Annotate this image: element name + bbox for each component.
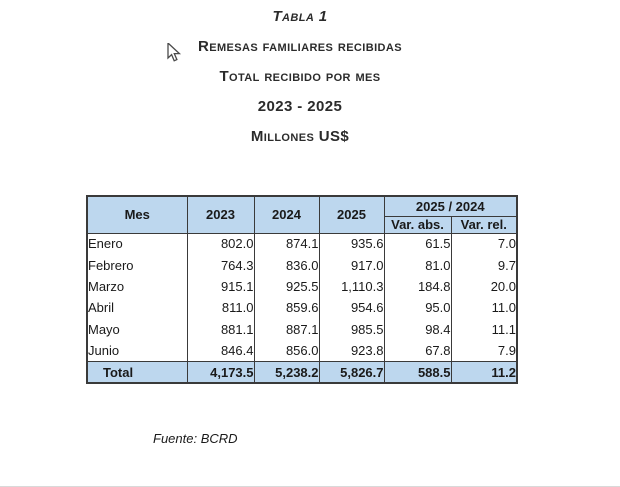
table-row: Marzo 915.1 925.5 1,110.3 184.8 20.0: [86, 275, 518, 298]
value-cell: 81.0: [383, 254, 452, 276]
value-cell: 764.3: [186, 254, 255, 276]
value-cell: 61.5: [383, 233, 452, 255]
value-cell: 887.1: [253, 318, 320, 340]
value-cell: 811.0: [186, 297, 255, 319]
col-header-2025: 2025: [318, 195, 385, 234]
subtitle-units: Millones US$: [250, 128, 350, 145]
value-cell: 925.5: [253, 275, 320, 298]
month-cell: Marzo: [86, 275, 188, 298]
table-row: Enero 802.0 874.1 935.6 61.5 7.0: [86, 233, 518, 255]
value-cell: 856.0: [253, 339, 320, 362]
remesas-table: Mes 2023 2024 2025 2025 / 2024 Var. abs.…: [86, 195, 518, 385]
value-cell: 184.8: [383, 275, 452, 298]
month-cell: Mayo: [86, 318, 188, 340]
value-cell: 874.1: [253, 233, 320, 255]
month-cell: Junio: [86, 339, 188, 362]
total-var-rel-cell: 11.2: [450, 360, 518, 384]
total-label-cell: Total: [86, 360, 188, 384]
total-var-abs-cell: 588.5: [383, 360, 452, 384]
value-cell: 67.8: [383, 339, 452, 362]
value-cell: 859.6: [253, 297, 320, 319]
value-cell: 1,110.3: [318, 275, 385, 298]
mouse-pointer-icon: [167, 43, 182, 62]
subtitle-years: 2023 - 2025: [257, 98, 343, 115]
col-header-var-rel: Var. rel.: [450, 215, 518, 234]
total-2024-cell: 5,238.2: [253, 360, 320, 384]
source-note: Fuente: BCRD: [153, 431, 238, 446]
col-header-2024: 2024: [253, 195, 320, 234]
main-title: Remesas familiares recibidas: [198, 38, 402, 55]
value-cell: 846.4: [186, 339, 255, 362]
total-2023-cell: 4,173.5: [186, 360, 255, 384]
col-header-mes: Mes: [86, 195, 188, 234]
subtitle-total-por-mes: Total recibido por mes: [219, 68, 381, 85]
title-block: Tabla 1 Remesas familiares recibidas Tot…: [0, 2, 600, 152]
table-row: Febrero 764.3 836.0 917.0 81.0 9.7: [86, 254, 518, 276]
value-cell: 11.0: [450, 297, 518, 319]
value-cell: 9.7: [450, 254, 518, 276]
table-body: Enero 802.0 874.1 935.6 61.5 7.0 Febrero 764.3 8…: [86, 233, 518, 362]
col-header-var-abs: Var. abs.: [383, 215, 452, 234]
value-cell: 836.0: [253, 254, 320, 276]
value-cell: 954.6: [318, 297, 385, 319]
value-cell: 7.0: [450, 233, 518, 255]
total-2025-cell: 5,826.7: [318, 360, 385, 384]
table-row: Mayo 881.1 887.1 985.5 98.4 11.1: [86, 318, 518, 340]
value-cell: 802.0: [186, 233, 255, 255]
value-cell: 98.4: [383, 318, 452, 340]
value-cell: 11.1: [450, 318, 518, 340]
col-header-variation-group: 2025 / 2024: [383, 195, 518, 217]
month-cell: Abril: [86, 297, 188, 319]
value-cell: 935.6: [318, 233, 385, 255]
header-row-sub: Var. abs. Var. rel.: [87, 215, 518, 234]
remesas-table-container: Mes 2023 2024 2025 2025 / 2024 Var. abs.…: [86, 195, 518, 385]
value-cell: 923.8: [318, 339, 385, 362]
table-row: Junio 846.4 856.0 923.8 67.8 7.9: [86, 339, 518, 362]
col-header-2023: 2023: [186, 195, 255, 234]
month-cell: Enero: [86, 233, 188, 255]
table-header: Mes 2023 2024 2025 2025 / 2024 Var. abs.…: [86, 195, 518, 234]
total-row: Total 4,173.5 5,238.2 5,826.7 588.5 11.2: [86, 360, 518, 384]
value-cell: 917.0: [318, 254, 385, 276]
month-cell: Febrero: [86, 254, 188, 276]
value-cell: 985.5: [318, 318, 385, 340]
table-footer: Total 4,173.5 5,238.2 5,826.7 588.5 11.2: [86, 360, 518, 384]
table-row: Abril 811.0 859.6 954.6 95.0 11.0: [86, 297, 518, 319]
table-number-title: Tabla 1: [272, 8, 328, 25]
value-cell: 95.0: [383, 297, 452, 319]
header-row-top: Mes 2023 2024 2025 2025 / 2024: [86, 195, 518, 234]
value-cell: 20.0: [450, 275, 518, 298]
value-cell: 915.1: [186, 275, 255, 298]
value-cell: 7.9: [450, 339, 518, 362]
value-cell: 881.1: [186, 318, 255, 340]
